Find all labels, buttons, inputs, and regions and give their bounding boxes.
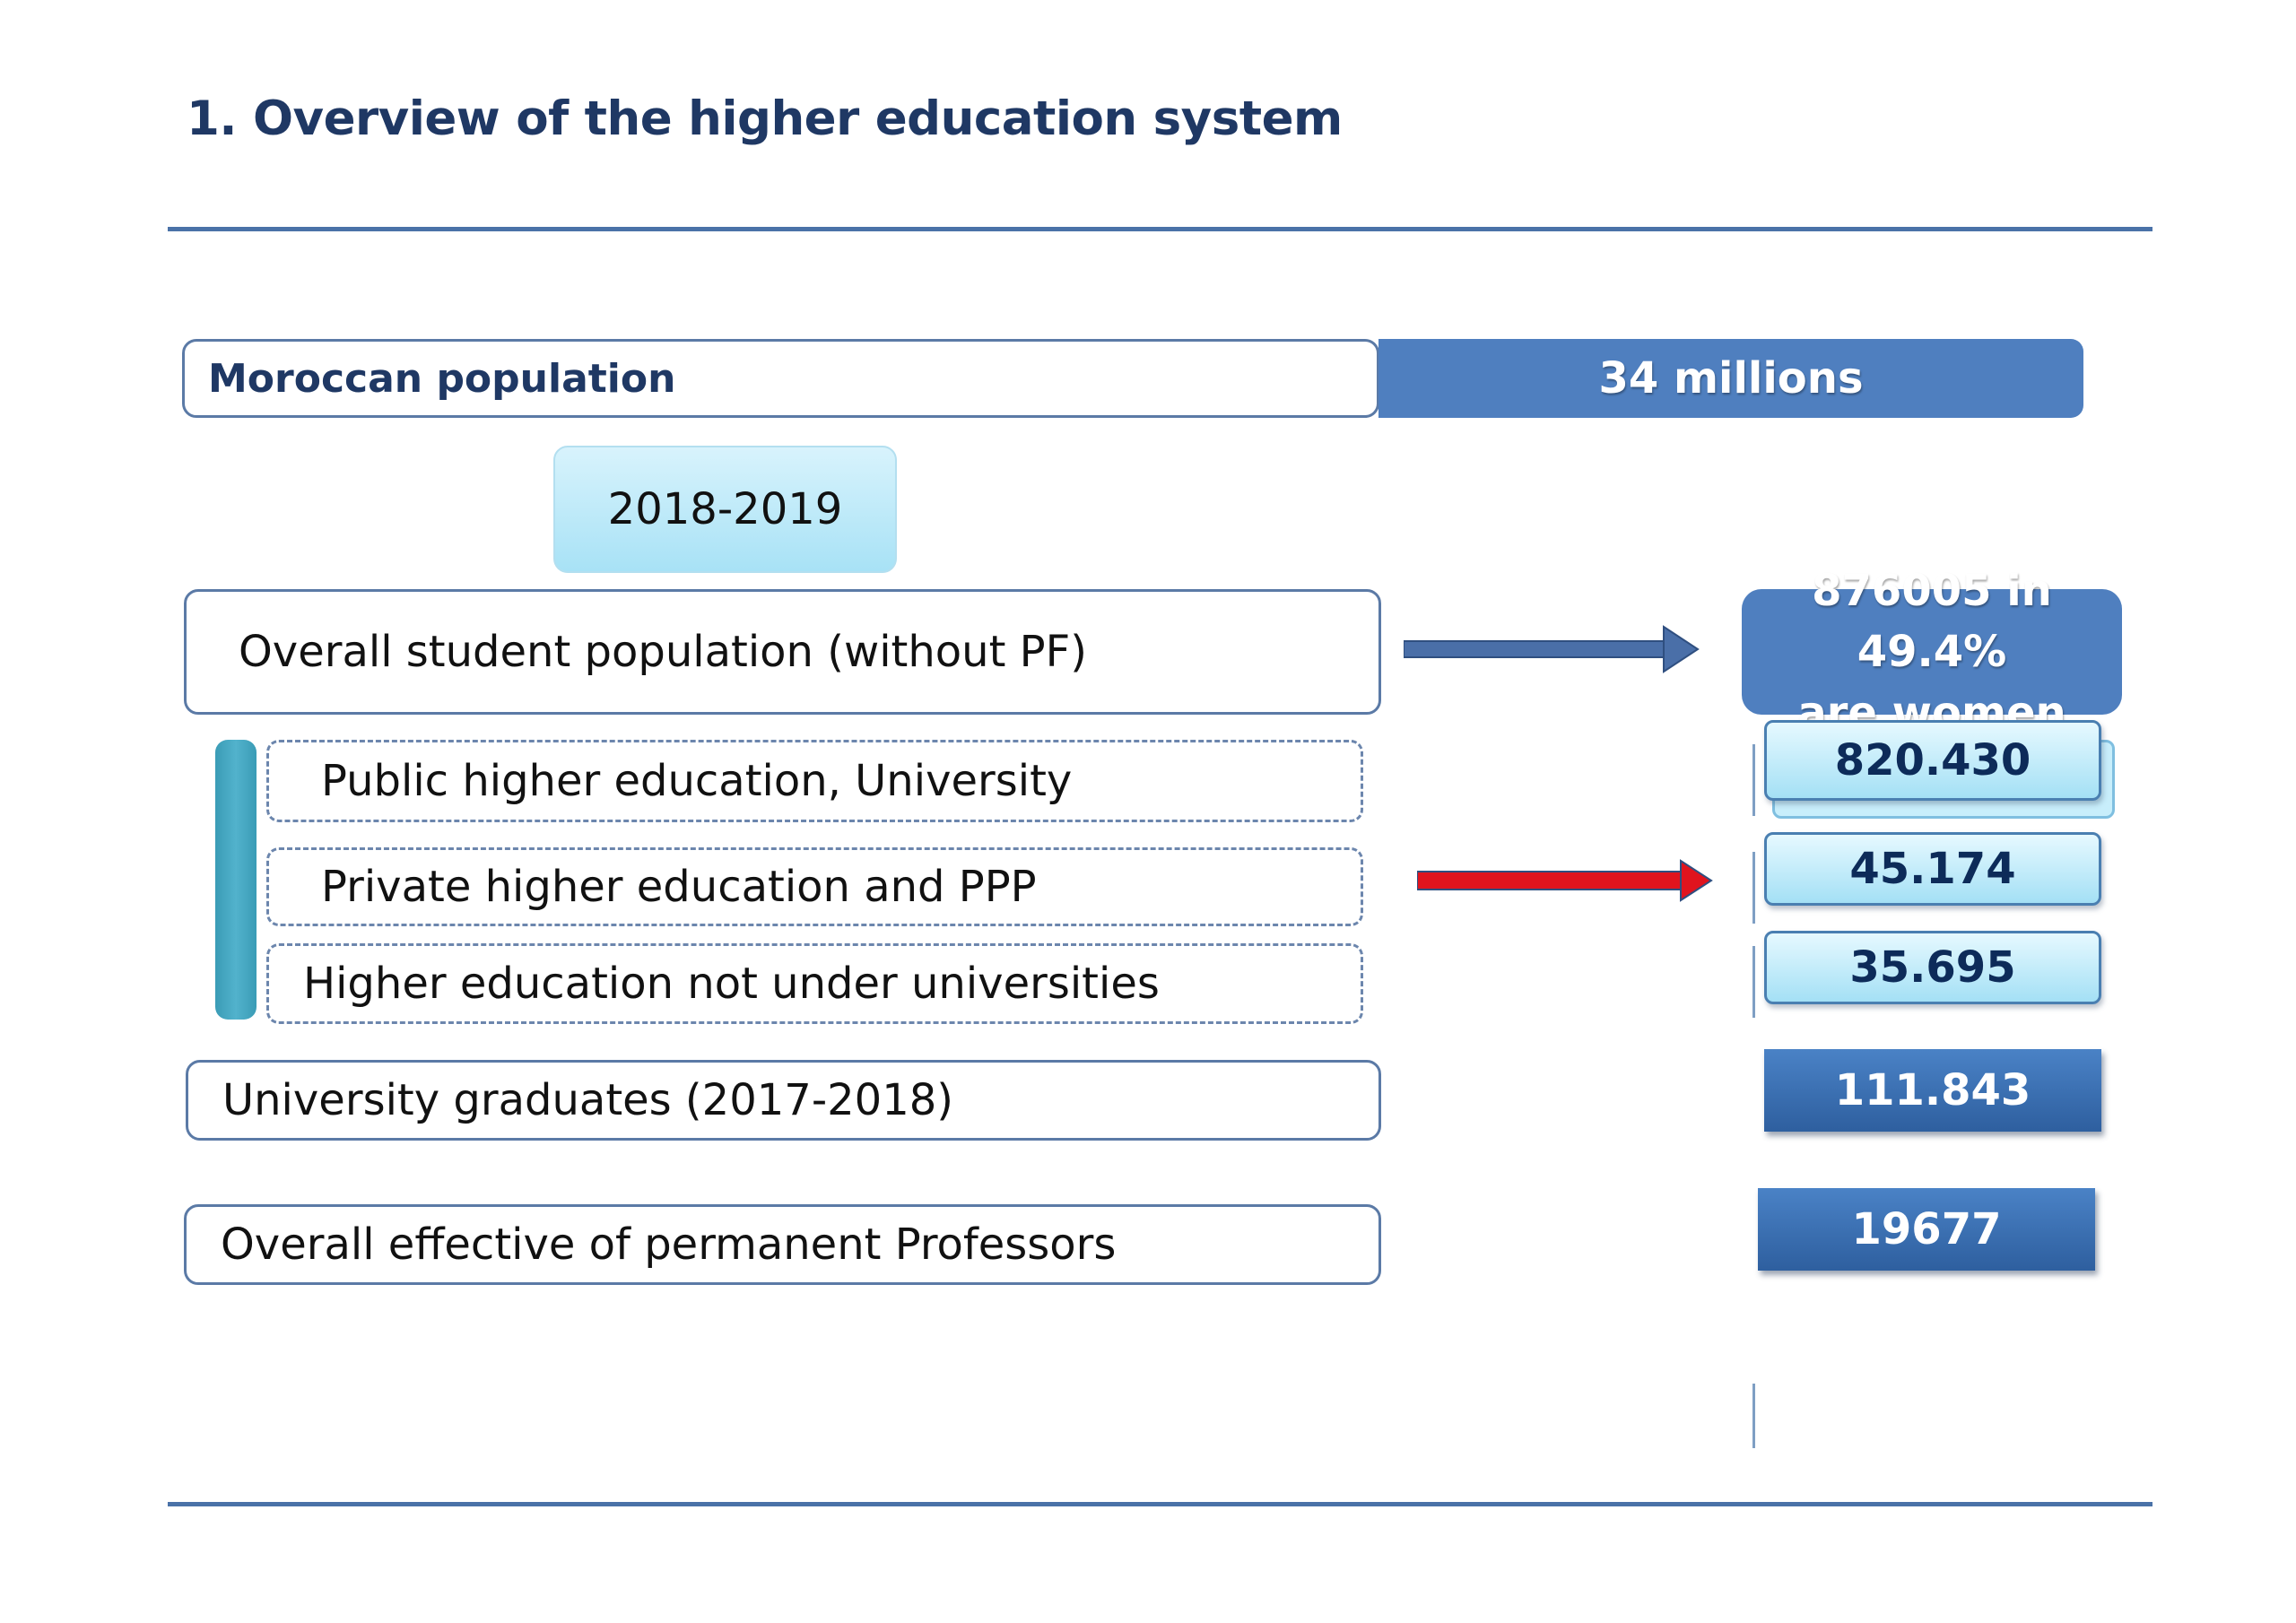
breakdown-private-label: Private higher education and PPP bbox=[321, 862, 1037, 912]
breakdown-public-value: 820.430 bbox=[1764, 720, 2101, 801]
connector-line bbox=[1752, 744, 1755, 816]
slide-title: 1. Overview of the higher education syst… bbox=[187, 91, 1343, 146]
connector-line bbox=[1752, 946, 1755, 1018]
professors-value: 19677 bbox=[1758, 1188, 2095, 1271]
group-bracket bbox=[215, 740, 257, 1020]
arrow-right-icon bbox=[1404, 625, 1700, 673]
arrow-right-red-icon bbox=[1417, 859, 1713, 902]
population-label-box: Moroccan population bbox=[182, 339, 1379, 418]
professors-label: Overall effective of permanent Professor… bbox=[221, 1219, 1117, 1270]
breakdown-private-value: 45.174 bbox=[1764, 832, 2101, 906]
student-population-value: 876005 in 49.4% are women bbox=[1742, 566, 2122, 738]
professors-box: Overall effective of permanent Professor… bbox=[184, 1204, 1381, 1285]
breakdown-public-label: Public higher education, University bbox=[321, 756, 1073, 806]
connector-line bbox=[1752, 1384, 1755, 1448]
graduates-value: 111.843 bbox=[1764, 1049, 2101, 1132]
breakdown-non-university-box: Higher education not under universities bbox=[266, 943, 1363, 1024]
top-divider bbox=[168, 227, 2152, 231]
year-badge: 2018-2019 bbox=[553, 446, 897, 573]
connector-line bbox=[1752, 852, 1755, 924]
student-population-label: Overall student population (without PF) bbox=[239, 627, 1087, 677]
breakdown-non-university-value: 35.695 bbox=[1764, 931, 2101, 1004]
breakdown-private-box: Private higher education and PPP bbox=[266, 847, 1363, 926]
graduates-box: University graduates (2017-2018) bbox=[186, 1060, 1381, 1141]
breakdown-non-university-label: Higher education not under universities bbox=[303, 959, 1160, 1009]
bottom-divider bbox=[168, 1502, 2152, 1506]
student-value-line1: 876005 in 49.4% bbox=[1812, 566, 2052, 677]
student-population-box: Overall student population (without PF) bbox=[184, 589, 1381, 715]
population-label: Moroccan population bbox=[208, 355, 676, 402]
breakdown-public-box: Public higher education, University bbox=[266, 740, 1363, 822]
population-value: 34 millions bbox=[1378, 339, 2083, 418]
graduates-label: University graduates (2017-2018) bbox=[222, 1075, 954, 1125]
year-label: 2018-2019 bbox=[607, 484, 843, 534]
